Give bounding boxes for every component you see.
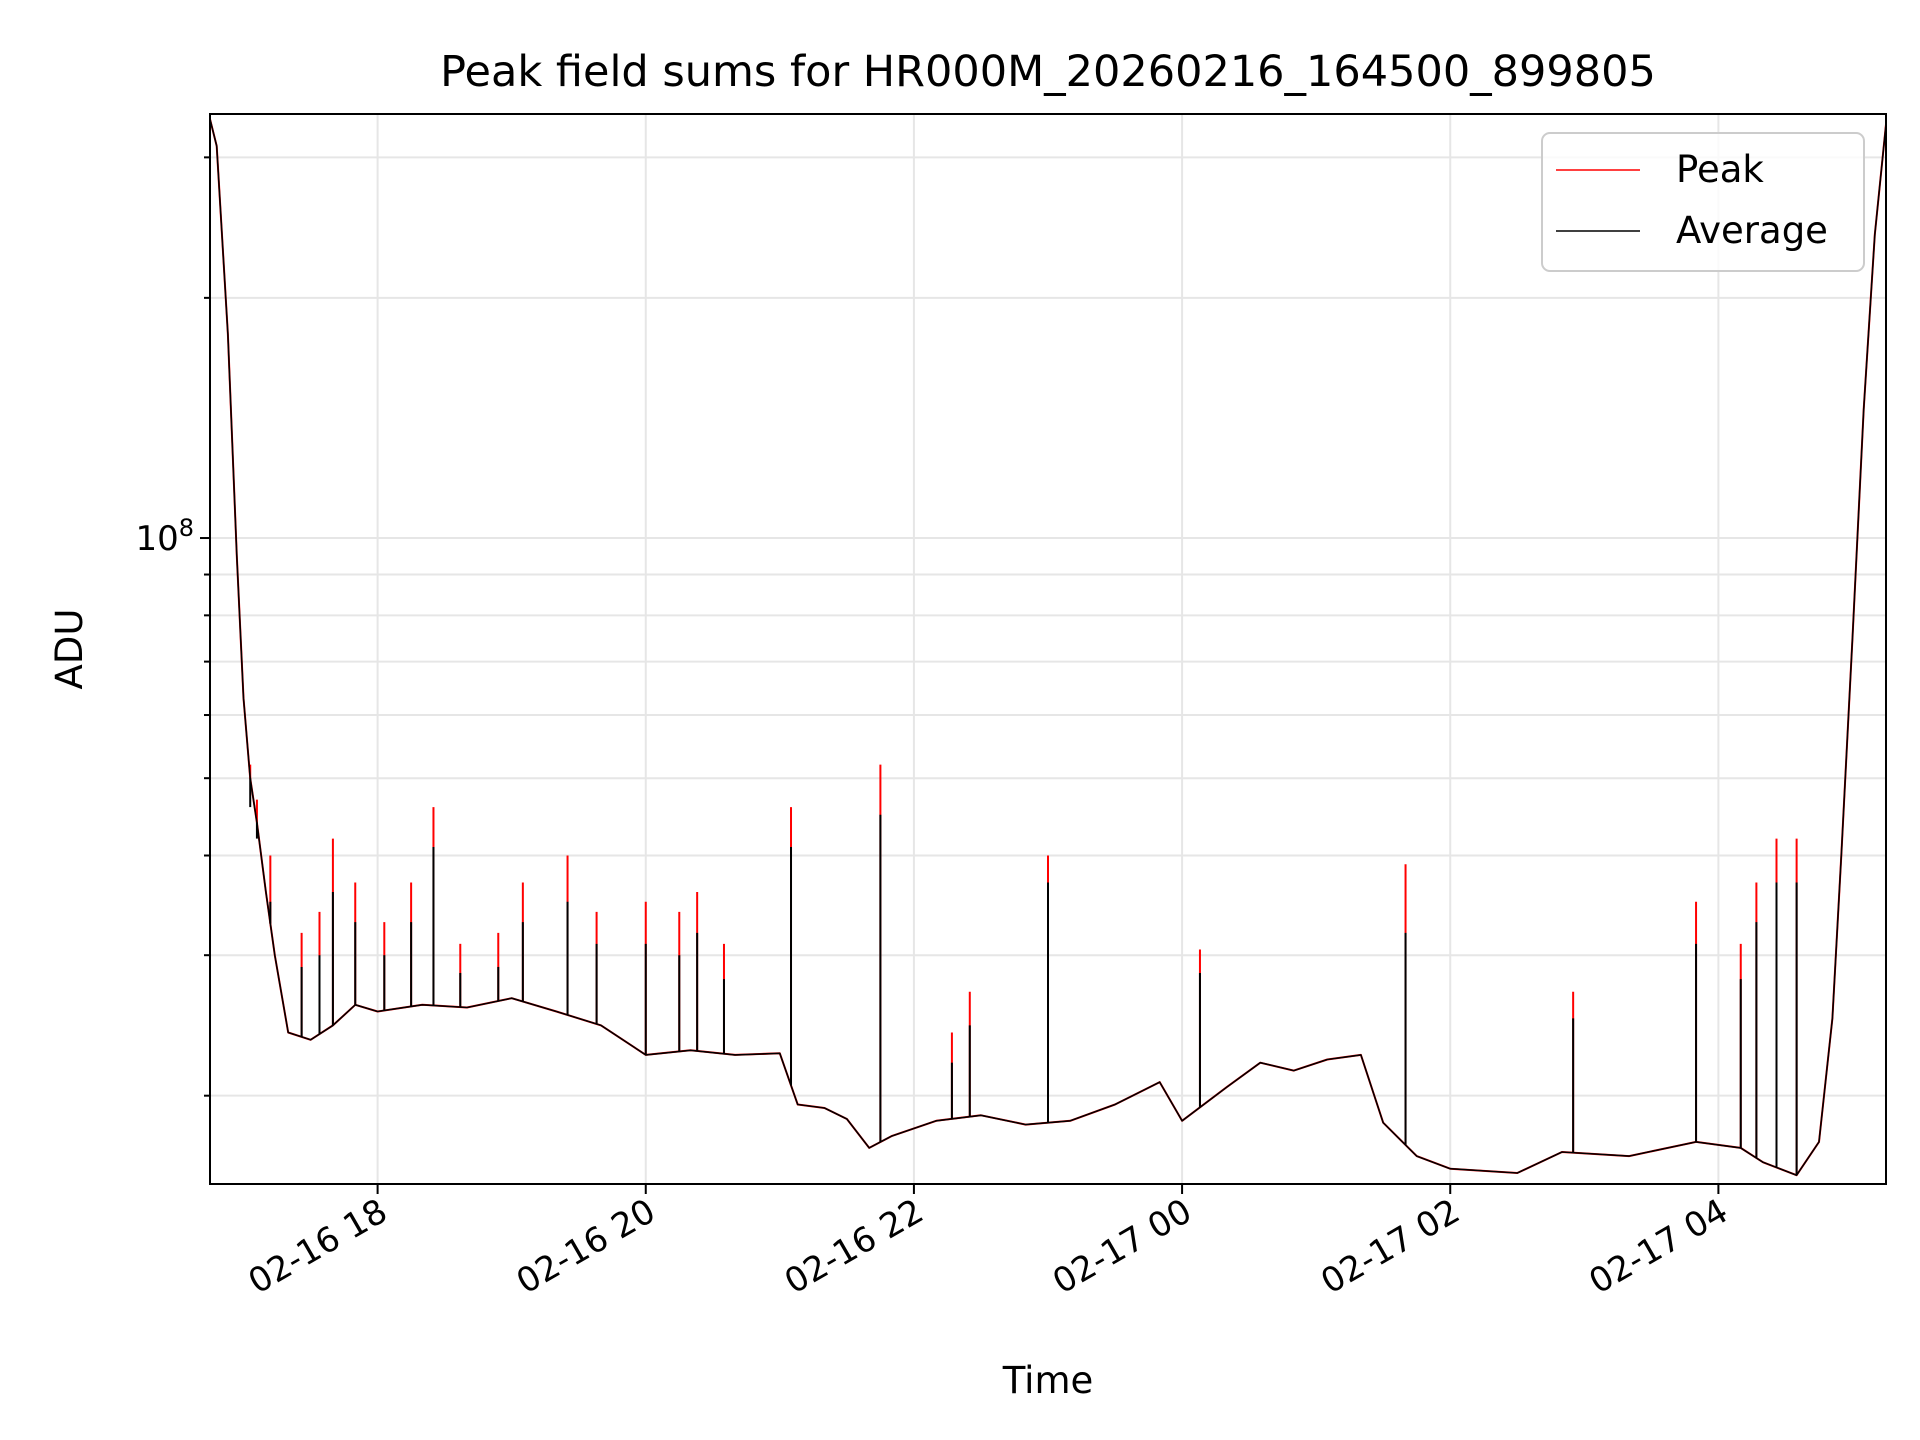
legend-peak-label: Peak [1676,148,1764,191]
series-average [209,118,1887,1176]
legend-average-label: Average [1676,209,1828,252]
series-line-average [209,118,1887,1176]
plot-frame [209,113,1887,1185]
y-tick-label-0: 108 [135,514,194,559]
legend-box [1541,132,1865,272]
y-axis-label: ADU [48,609,91,690]
legend: Peak Average [1541,132,1865,272]
series-layer [209,118,1887,1177]
chart-title: Peak field sums for HR000M_20260216_1645… [440,47,1656,97]
grid-layer [210,114,1886,1184]
x-axis-label: Time [1002,1359,1094,1402]
